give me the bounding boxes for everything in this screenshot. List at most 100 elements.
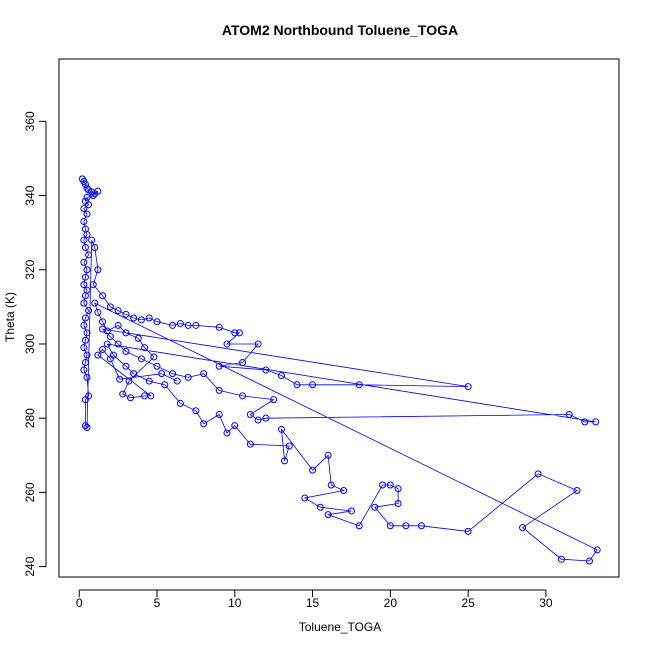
x-axis-label: Toluene_TOGA — [299, 620, 382, 634]
data-point — [147, 392, 155, 400]
data-point — [83, 329, 91, 337]
data-point — [169, 321, 177, 329]
plot-frame — [58, 58, 620, 578]
data-point — [215, 362, 223, 370]
data-point — [581, 418, 589, 426]
data-point — [150, 353, 158, 361]
data-point — [239, 359, 247, 367]
x-tick-label: 20 — [384, 596, 398, 610]
x-tick-label: 5 — [154, 596, 161, 610]
data-point — [83, 193, 91, 201]
data-point — [464, 383, 472, 391]
data-point — [519, 524, 527, 532]
data-point — [231, 329, 239, 337]
data-point — [125, 377, 133, 385]
y-tick-label: 320 — [23, 259, 37, 279]
y-tick-label: 240 — [23, 556, 37, 576]
data-point — [184, 321, 192, 329]
data-point — [122, 362, 130, 370]
data-point — [85, 251, 93, 259]
data-point — [130, 314, 138, 322]
data-point — [200, 420, 208, 428]
data-point — [235, 329, 243, 337]
data-point — [246, 410, 254, 418]
data-point — [573, 487, 581, 495]
data-point — [83, 351, 91, 359]
data-point — [141, 344, 149, 352]
data-point — [127, 394, 135, 402]
data-point — [277, 372, 285, 380]
data-point — [83, 231, 91, 239]
x-axis: 0 5 10 15 20 25 30 — [76, 589, 553, 610]
data-point — [379, 481, 387, 489]
data-point — [394, 485, 402, 493]
data-point — [161, 381, 169, 389]
data-point — [347, 507, 355, 515]
data-point — [80, 236, 88, 244]
data-point — [153, 362, 161, 370]
data-point — [215, 323, 223, 331]
data-point — [94, 351, 102, 359]
data-point — [130, 370, 138, 378]
data-point — [80, 218, 88, 226]
y-tick-label: 280 — [23, 408, 37, 428]
data-point — [81, 396, 89, 404]
y-tick-label: 340 — [23, 185, 37, 205]
data-point — [386, 481, 394, 489]
y-axis: 240 260 280 300 320 340 360 — [23, 111, 47, 577]
data-point — [158, 370, 166, 378]
data-point — [119, 390, 127, 398]
data-point — [80, 299, 88, 307]
x-tick-label: 30 — [539, 596, 553, 610]
data-point — [99, 292, 107, 300]
data-point — [254, 340, 262, 348]
data-point — [169, 370, 177, 378]
data-point — [176, 320, 184, 328]
data-point — [81, 243, 89, 251]
data-point — [402, 522, 410, 530]
data-point — [223, 429, 231, 437]
data-point — [80, 258, 88, 266]
data-point — [106, 303, 114, 311]
data-point — [316, 503, 324, 511]
data-point — [301, 494, 309, 502]
y-axis-label: Theta (K) — [3, 292, 17, 342]
data-point — [91, 299, 99, 307]
data-point — [262, 366, 270, 374]
data-point — [114, 340, 122, 348]
chart-title: ATOM2 Northbound Toluene_TOGA — [222, 22, 458, 38]
data-point — [215, 410, 223, 418]
data-point — [145, 314, 153, 322]
data-point — [80, 366, 88, 374]
data-point — [324, 511, 332, 519]
data-point — [80, 281, 88, 289]
data-point — [94, 266, 102, 274]
data-point — [239, 392, 247, 400]
data-point — [134, 334, 142, 342]
data-point — [340, 487, 348, 495]
data-point — [371, 503, 379, 511]
data-point — [386, 522, 394, 530]
data-point — [99, 325, 107, 333]
data-point — [145, 377, 153, 385]
y-tick-label: 260 — [23, 482, 37, 502]
data-point — [94, 308, 102, 316]
y-tick-label: 360 — [23, 111, 37, 131]
data-point — [99, 318, 107, 326]
data-point — [83, 210, 91, 218]
data-point — [81, 292, 89, 300]
data-point — [83, 373, 91, 381]
data-point — [106, 355, 114, 363]
data-point — [81, 314, 89, 322]
data-point — [565, 410, 573, 418]
data-point — [80, 205, 88, 213]
data-point — [80, 344, 88, 352]
data-point — [103, 340, 111, 348]
data-point — [122, 347, 130, 355]
data-point — [81, 359, 89, 367]
data-point — [355, 381, 363, 389]
data-point — [192, 321, 200, 329]
data-point — [293, 381, 301, 389]
